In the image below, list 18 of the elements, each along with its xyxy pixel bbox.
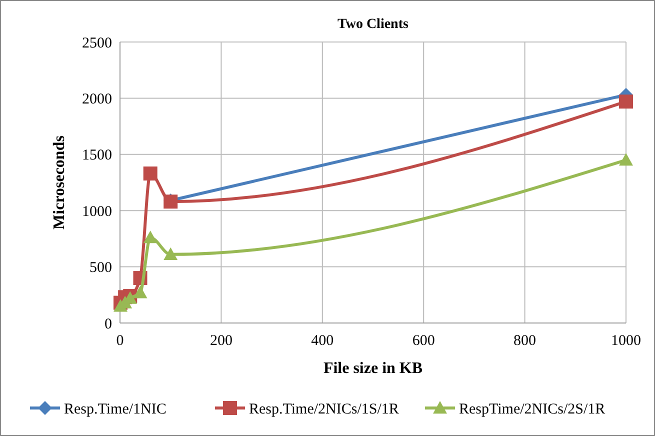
y-tick-label: 1000 <box>82 204 112 220</box>
legend-label: RespTime/2NICs/2S/1R <box>459 401 606 418</box>
legend-label: Resp.Time/1NIC <box>64 401 166 418</box>
y-axis-title: Microseconds <box>51 136 68 230</box>
y-tick-label: 500 <box>90 260 112 276</box>
chart-title: Two Clients <box>338 17 409 32</box>
x-tick-label: 0 <box>116 333 124 349</box>
y-tick-label: 0 <box>104 316 112 332</box>
x-axis-title: File size in KB <box>323 360 423 377</box>
x-tick-label: 600 <box>412 333 435 349</box>
y-tick-label: 2000 <box>82 91 112 108</box>
x-tick-label: 200 <box>210 333 232 349</box>
x-tick-label: 1000 <box>611 333 641 349</box>
legend-label: Resp.Time/2NICs/1S/1R <box>249 401 399 418</box>
y-tick-label: 1500 <box>82 148 112 164</box>
x-tick-label: 800 <box>514 333 536 349</box>
y-tick-label: 2500 <box>82 35 112 52</box>
x-tick-label: 400 <box>311 333 334 349</box>
